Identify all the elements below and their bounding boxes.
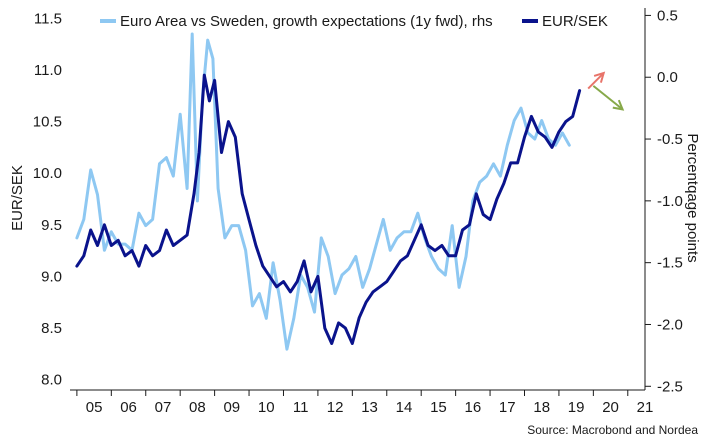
x-tick-label: 09: [223, 399, 240, 416]
x-tick-label: 06: [120, 399, 137, 416]
x-tick-label: 10: [258, 399, 275, 416]
left-tick-label: 9.0: [41, 268, 62, 285]
x-tick-label: 21: [637, 399, 654, 416]
legend-label-growth-expectations: Euro Area vs Sweden, growth expectations…: [120, 13, 493, 30]
right-axis: 0.5 0.0 -0.5 -1.0 -1.5 -2.0 -2.5: [645, 7, 683, 395]
x-tick-label: 11: [293, 399, 309, 416]
right-tick-label: 0.5: [657, 7, 678, 24]
left-tick-label: 9.5: [41, 217, 62, 234]
x-tick-label: 08: [189, 399, 206, 416]
plot-frame: [70, 8, 646, 391]
arrow-up-head: [593, 71, 606, 83]
arrow-down-head: [612, 99, 625, 111]
x-axis: 05 06 07 08 09 10 11 12 13 14 15 16 17 18 19 20 21: [76, 390, 654, 416]
left-tick-label: 11.5: [34, 10, 62, 27]
series-layer: [75, 32, 582, 351]
series-line-eur-sek: [75, 73, 582, 345]
legend: Euro Area vs Sweden, growth expectations…: [100, 13, 608, 30]
arrow-up-shaft: [587, 72, 605, 90]
x-tick-label: 13: [361, 399, 378, 416]
arrow-down-shaft: [592, 85, 624, 111]
right-tick-label: 0.0: [657, 69, 678, 86]
left-tick-label: 8.0: [41, 372, 62, 389]
left-axis-title: EUR/SEK: [9, 165, 26, 231]
arrow-layer: [587, 71, 625, 111]
right-tick-label: -1.5: [657, 255, 683, 272]
x-tick-label: 12: [327, 399, 344, 416]
right-tick-label: -2.0: [657, 316, 683, 333]
left-tick-label: 10.0: [33, 165, 62, 182]
series-line-growth-expectations: [75, 32, 571, 351]
x-tick-label: 07: [155, 399, 172, 416]
x-tick-label: 18: [533, 399, 550, 416]
x-tick-label: 15: [430, 399, 447, 416]
right-tick-label: -2.5: [657, 378, 683, 395]
right-tick-label: -1.0: [657, 193, 683, 210]
legend-label-eur-sek: EUR/SEK: [542, 13, 608, 30]
source-note: Source: Macrobond and Nordea: [527, 423, 698, 437]
x-tick-label: 14: [396, 399, 413, 416]
x-tick-label: 16: [465, 399, 482, 416]
x-tick-label: 05: [86, 399, 103, 416]
right-tick-label: -0.5: [657, 131, 683, 148]
left-tick-label: 10.5: [33, 114, 62, 131]
right-axis-title: Percentqage points: [684, 133, 701, 262]
x-tick-label: 20: [602, 399, 619, 416]
left-axis: 8.0 8.5 9.0 9.5 10.0 10.5 11.0 11.5: [33, 10, 62, 388]
x-tick-label: 17: [499, 399, 516, 416]
left-tick-label: 8.5: [41, 320, 62, 337]
left-tick-label: 11.0: [34, 62, 62, 79]
x-tick-label: 19: [568, 399, 585, 416]
